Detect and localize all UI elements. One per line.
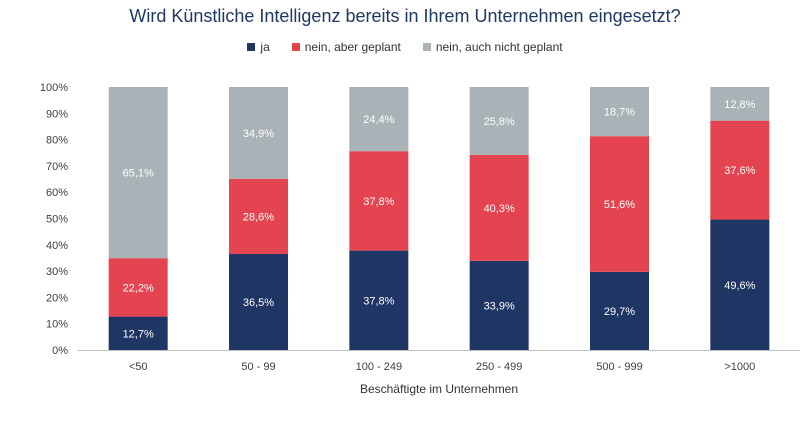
- bar-segment-nein-aber-geplant: [108, 258, 168, 317]
- bar-segment-nein-aber-geplant: [469, 154, 529, 261]
- x-axis-title: Beschäftigte im Unternehmen: [360, 382, 518, 396]
- legend-swatch-nein-auch-nicht-geplant: [422, 43, 431, 51]
- y-tick-label: 80%: [46, 135, 68, 147]
- x-tick-label: 500 - 999: [596, 361, 642, 373]
- data-label: 12,7%: [123, 328, 154, 340]
- data-label: 18,7%: [604, 107, 635, 119]
- legend-item-ja: ja: [247, 40, 270, 54]
- bar-segment-nein-aber-geplant: [590, 136, 649, 272]
- y-tick-label: 90%: [46, 108, 68, 120]
- legend-label-ja: ja: [260, 40, 270, 54]
- legend-swatch-nein-aber-geplant: [291, 43, 300, 51]
- data-label: 24,4%: [363, 114, 394, 126]
- bar-segment-nein-auch-nicht-geplant: [349, 87, 409, 152]
- bar-segment-ja: [229, 254, 288, 350]
- y-tick-label: 100%: [40, 82, 68, 94]
- y-tick-label: 30%: [46, 266, 68, 278]
- legend-label-nein-aber-geplant: nein, aber geplant: [304, 40, 401, 54]
- data-label: 37,8%: [363, 295, 394, 307]
- bar-segment-nein-aber-geplant: [229, 178, 288, 255]
- bar-segment-nein-auch-nicht-geplant: [710, 87, 770, 121]
- x-tick-label: <50: [129, 361, 148, 373]
- y-tick-label: 20%: [46, 292, 68, 304]
- bar-segment-nein-aber-geplant: [710, 120, 770, 220]
- bar-segment-nein-auch-nicht-geplant: [108, 87, 168, 259]
- y-tick-label: 0%: [52, 345, 68, 357]
- y-tick-label: 40%: [46, 240, 68, 252]
- data-label: 28,6%: [243, 211, 274, 223]
- x-tick-label: >1000: [724, 361, 755, 373]
- legend-item-nein-auch-nicht-geplant: nein, auch nicht geplant: [422, 40, 563, 54]
- y-tick-label: 50%: [46, 214, 68, 226]
- legend-item-nein-aber-geplant: nein, aber geplant: [291, 40, 401, 54]
- y-tick-label: 10%: [46, 319, 68, 331]
- bar-segment-ja: [469, 260, 529, 350]
- x-tick-label: 100 - 249: [356, 361, 402, 373]
- bar-segment-ja: [590, 271, 649, 350]
- data-label: 33,9%: [484, 300, 515, 312]
- bar-segment-nein-auch-nicht-geplant: [229, 87, 288, 179]
- data-label: 37,8%: [363, 196, 394, 208]
- data-label: 36,5%: [243, 297, 274, 309]
- chart-title: Wird Künstliche Intelligenz bereits in I…: [129, 6, 681, 26]
- data-label: 40,3%: [484, 203, 515, 215]
- data-label: 65,1%: [123, 168, 154, 180]
- y-tick-label: 60%: [46, 187, 68, 199]
- y-tick-label: 70%: [46, 161, 68, 173]
- bar-segment-ja: [108, 316, 168, 350]
- data-label: 29,7%: [604, 306, 635, 318]
- data-label: 37,6%: [724, 165, 755, 177]
- legend: ja nein, aber geplant nein, auch nicht g…: [0, 40, 810, 54]
- bar-segment-nein-aber-geplant: [349, 151, 409, 251]
- legend-label-nein-auch-nicht-geplant: nein, auch nicht geplant: [435, 40, 563, 54]
- data-label: 49,6%: [724, 280, 755, 292]
- bar-segment-nein-auch-nicht-geplant: [590, 87, 649, 137]
- bar-segment-ja: [710, 219, 770, 350]
- data-label: 25,8%: [484, 116, 515, 128]
- data-label: 34,9%: [243, 128, 274, 140]
- legend-swatch-ja: [247, 43, 256, 51]
- x-tick-label: 250 - 499: [476, 361, 522, 373]
- x-tick-label: 50 - 99: [241, 361, 275, 373]
- data-label: 12,8%: [724, 99, 755, 111]
- bar-segment-nein-auch-nicht-geplant: [469, 87, 529, 155]
- data-label: 51,6%: [604, 199, 635, 211]
- data-label: 22,2%: [123, 282, 154, 294]
- bar-segment-ja: [349, 250, 409, 350]
